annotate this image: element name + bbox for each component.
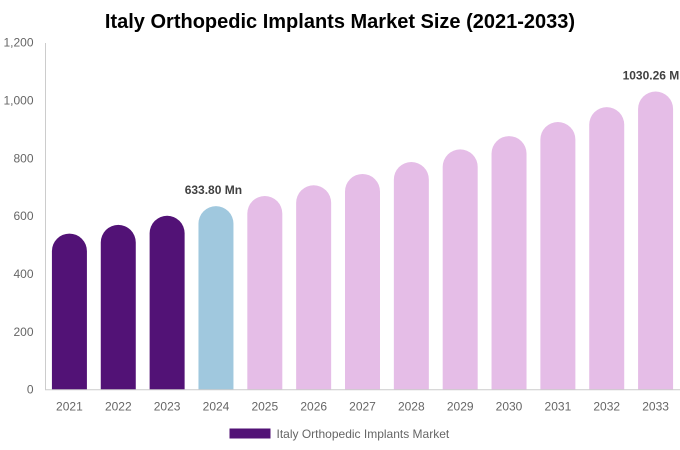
svg-text:1030.26 Mn: 1030.26 Mn [623,69,680,83]
svg-text:Italy Orthopedic Implants Mark: Italy Orthopedic Implants Market Size (2… [105,11,575,33]
svg-text:2023: 2023 [154,400,181,414]
svg-text:2029: 2029 [447,400,474,414]
svg-text:2033: 2033 [642,400,669,414]
svg-text:2021: 2021 [56,400,83,414]
svg-text:2028: 2028 [398,400,425,414]
svg-text:2022: 2022 [105,400,132,414]
svg-text:2025: 2025 [251,400,278,414]
svg-text:2030: 2030 [496,400,523,414]
svg-text:600: 600 [13,209,33,223]
svg-text:2031: 2031 [545,400,572,414]
svg-text:1,000: 1,000 [3,94,33,108]
svg-text:800: 800 [13,151,33,165]
svg-text:2027: 2027 [349,400,376,414]
svg-text:2026: 2026 [300,400,327,414]
svg-text:2024: 2024 [203,400,230,414]
svg-text:200: 200 [13,325,33,339]
svg-text:0: 0 [27,383,34,397]
svg-text:400: 400 [13,267,33,281]
svg-text:633.80 Mn: 633.80 Mn [185,183,242,197]
svg-text:2032: 2032 [593,400,620,414]
svg-text:1,200: 1,200 [3,36,33,50]
svg-text:Italy Orthopedic Implants Mark: Italy Orthopedic Implants Market [277,427,450,441]
